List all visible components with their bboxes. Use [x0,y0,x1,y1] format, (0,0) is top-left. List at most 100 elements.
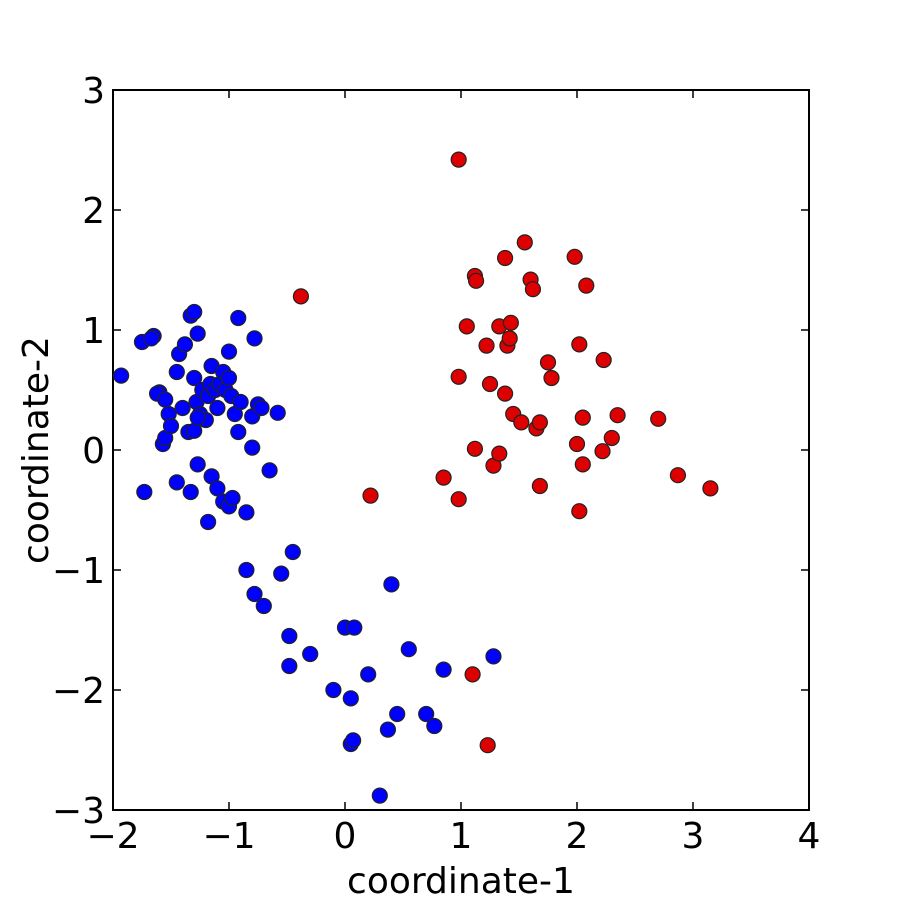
scatter-point [143,330,160,347]
scatter-point [531,414,548,431]
x-axis-label: coordinate-1 [347,861,575,902]
scatter-point [566,248,583,265]
scatter-point [595,351,612,369]
scatter-point [478,337,495,354]
scatter-point [574,456,591,473]
scatter-point [371,787,388,804]
scatter-point [168,474,185,491]
scatter-point [360,666,377,683]
scatter-point [539,354,557,371]
series-1 [113,303,502,804]
x-tick-labels: −2 −1 0 1 2 3 4 [86,816,820,857]
scatter-point [162,417,180,435]
x-tick-label: 1 [450,816,473,857]
scatter-point [273,565,290,582]
scatter-point [502,314,519,331]
scatter-point [174,399,191,417]
scatter-point [186,422,203,439]
y-tick-labels: −3 −2 −1 0 1 2 3 [52,71,105,832]
scatter-point [450,151,467,168]
scatter-point [702,480,719,497]
scatter-point [232,393,249,411]
scatter-point [325,681,342,699]
scatter-point [524,281,542,298]
scatter-point [389,705,406,723]
scatter-point [224,489,241,507]
scatter-point [531,477,548,495]
scatter-point [603,429,620,447]
y-tick-label: 1 [82,311,105,352]
scatter-point [400,641,417,658]
scatter-point [379,721,397,738]
y-tick-label: 0 [82,431,105,472]
scatter-point [189,409,206,426]
scatter-point [467,272,485,289]
scatter-point [186,369,203,387]
scatter-point [501,330,518,347]
scatter-point [342,690,359,707]
scatter-point [464,666,481,683]
x-tick-label: −2 [86,816,139,857]
scatter-point [157,391,174,408]
scatter-point [176,336,194,353]
x-tick-label: 0 [334,816,357,857]
y-tick-label: −2 [52,671,105,712]
scatter-point [209,399,226,417]
scatter-point [496,249,514,267]
axis-ticks [112,89,810,811]
x-tick-label: −1 [202,816,255,857]
scatter-point [669,467,687,484]
y-tick-label: 3 [82,71,105,112]
scatter-point [261,462,278,479]
scatter-point [571,336,588,353]
scatter-point [246,330,263,347]
scatter-point [292,288,310,305]
scatter-point [209,480,226,497]
scatter-point [182,483,199,501]
data-points [113,151,719,804]
scatter-point [609,407,626,424]
scatter-point [543,369,560,387]
scatter-point [220,343,238,360]
scatter-point [516,234,533,251]
scatter-point [383,576,400,593]
scatter-point [281,627,298,645]
scatter-point [418,705,435,723]
scatter-point [220,369,238,387]
scatter-point [491,445,508,462]
scatter-point [568,435,586,453]
x-tick-label: 3 [682,816,705,857]
scatter-point [255,597,272,615]
scatter-point [496,385,514,402]
x-tick-label: 2 [566,816,589,857]
scatter-point [426,717,443,735]
scatter-point [244,439,261,456]
scatter-point [481,375,499,393]
scatter-point [281,657,298,675]
scatter-point [168,363,185,381]
scatter-point [238,504,255,521]
scatter-point [362,487,379,504]
scatter-point [479,737,496,754]
scatter-point [594,443,611,460]
scatter-point [435,469,452,486]
scatter-point [466,440,484,457]
scatter-point [284,543,301,561]
scatter-point [485,648,502,665]
y-tick-label: 2 [82,191,105,232]
y-axis-label: coordinate-2 [16,336,57,564]
scatter-point [186,303,203,321]
scatter-point [578,277,595,294]
scatter-point [346,619,363,636]
x-tick-label: 4 [798,816,821,857]
scatter-point [435,661,452,678]
scatter-point [189,325,206,342]
scatter-point [230,423,247,441]
scatter-point [571,503,588,520]
scatter-point [136,483,153,501]
scatter-point [450,368,467,385]
scatter-point [113,367,130,384]
scatter-point [345,732,362,749]
scatter-point [302,645,319,663]
